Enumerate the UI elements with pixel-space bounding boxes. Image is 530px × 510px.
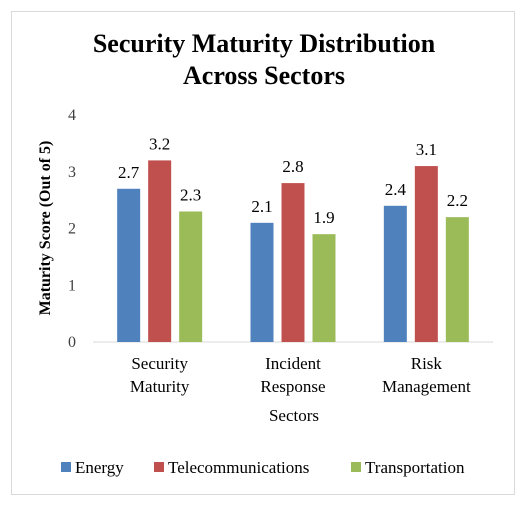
chart-title-line-2: Across Sectors <box>183 61 345 90</box>
legend-label-transportation: Transportation <box>365 458 465 477</box>
y-axis-title: Maturity Score (Out of 5) <box>37 141 54 316</box>
legend-label-energy: Energy <box>75 458 124 477</box>
chart-title-line-1: Security Maturity Distribution <box>93 29 436 58</box>
bar-energy-0 <box>117 188 141 342</box>
data-label: 1.9 <box>313 208 334 227</box>
x-category-label: Management <box>382 377 471 396</box>
data-label: 2.7 <box>118 163 140 182</box>
data-label: 3.1 <box>416 140 437 159</box>
y-tick-label: 4 <box>68 107 76 124</box>
y-tick-label: 3 <box>68 164 76 181</box>
x-category-label: Security <box>131 354 188 373</box>
bar-telecommunications-0 <box>148 160 172 342</box>
data-label: 2.8 <box>282 157 303 176</box>
x-category-label: Risk <box>411 354 443 373</box>
bar-telecommunications-2 <box>414 166 438 342</box>
x-axis-title: Sectors <box>269 406 319 425</box>
bar-telecommunications-1 <box>281 183 305 342</box>
bar-transportation-1 <box>312 234 336 342</box>
data-label: 2.4 <box>385 180 407 199</box>
y-tick-label: 0 <box>68 334 76 351</box>
bar-energy-1 <box>250 222 274 342</box>
bar-transportation-2 <box>445 217 469 342</box>
legend-swatch-telecommunications <box>154 462 164 472</box>
legend-swatch-energy <box>61 462 71 472</box>
x-category-label: Incident <box>265 354 321 373</box>
x-category-label: Response <box>260 377 325 396</box>
y-tick-label: 1 <box>68 277 76 294</box>
bar-transportation-0 <box>179 211 203 342</box>
legend-swatch-transportation <box>351 462 361 472</box>
data-label: 2.2 <box>447 191 468 210</box>
y-tick-label: 2 <box>68 221 76 238</box>
data-label: 2.3 <box>180 185 201 204</box>
bar-energy-2 <box>383 205 407 342</box>
legend-label-telecommunications: Telecommunications <box>168 458 309 477</box>
x-category-label: Maturity <box>130 377 190 396</box>
data-label: 2.1 <box>251 197 272 216</box>
data-label: 3.2 <box>149 134 170 153</box>
